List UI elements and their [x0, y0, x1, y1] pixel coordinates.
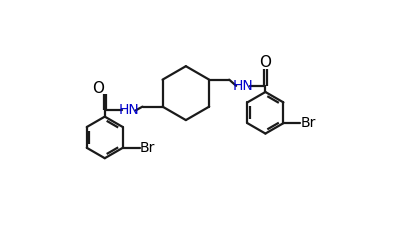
- Text: O: O: [259, 55, 272, 70]
- Text: Br: Br: [140, 141, 155, 155]
- Text: HN: HN: [233, 79, 253, 93]
- Text: O: O: [93, 82, 105, 96]
- Text: Br: Br: [300, 116, 316, 130]
- Text: HN: HN: [118, 104, 139, 118]
